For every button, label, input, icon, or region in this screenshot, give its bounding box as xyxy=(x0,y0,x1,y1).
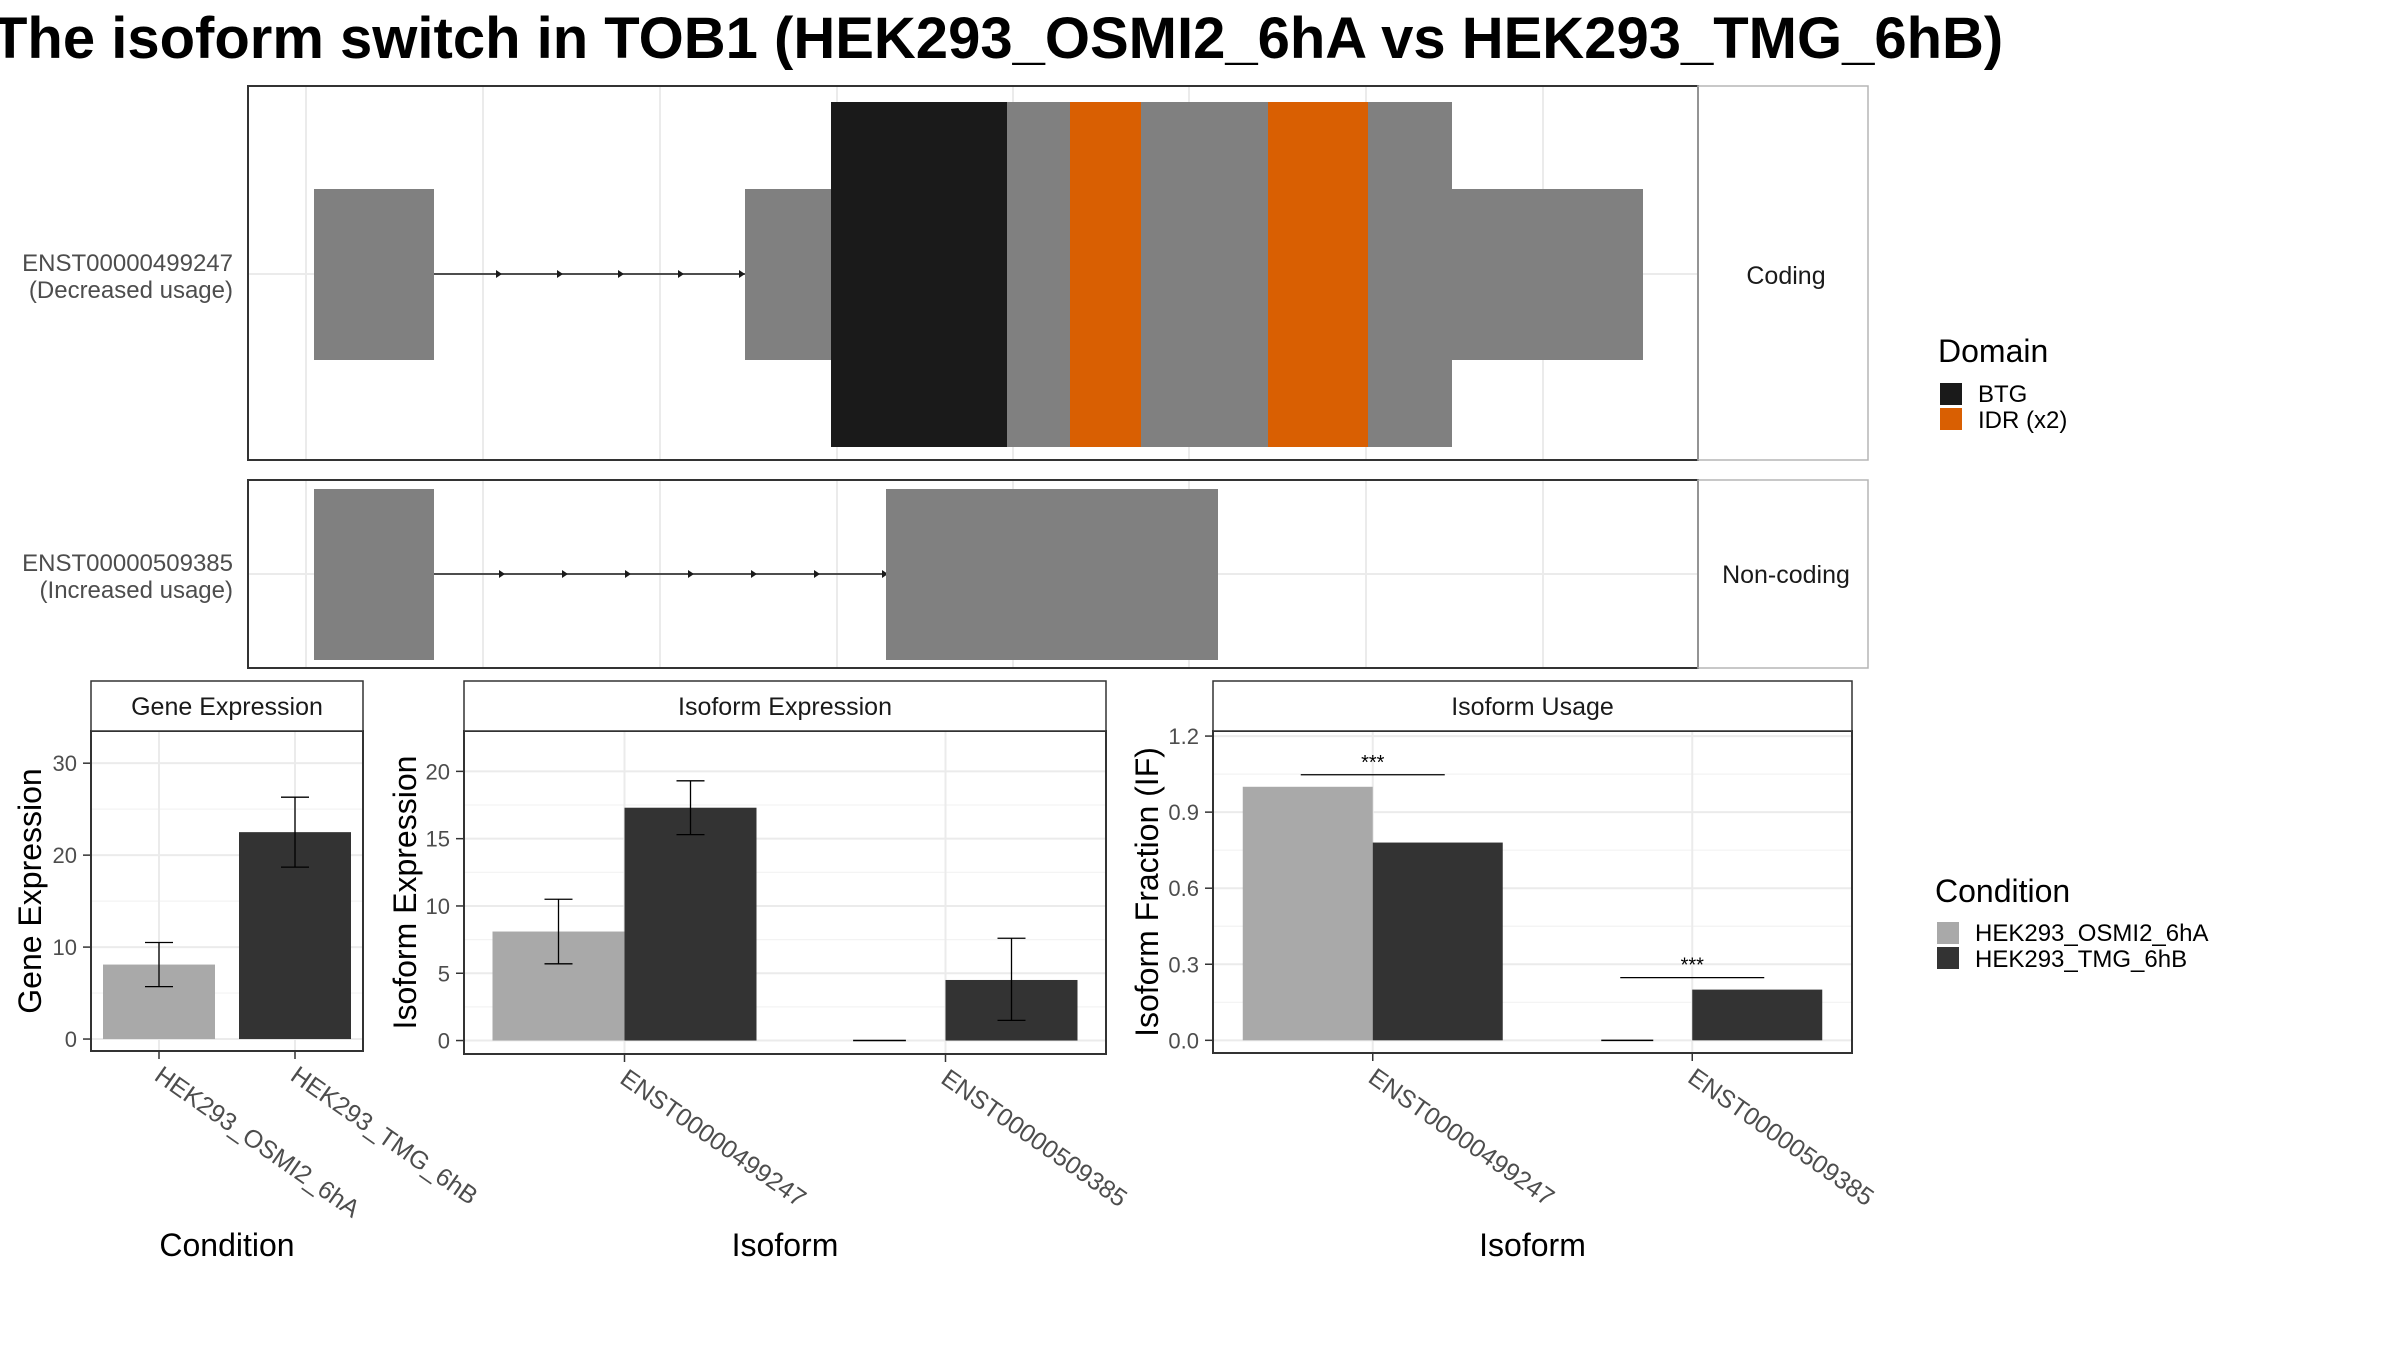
bar xyxy=(624,807,757,1041)
transcript-usage-1: (Decreased usage) xyxy=(29,277,233,304)
legend-swatch-cond-a xyxy=(1937,922,1959,944)
y-axis-title: Gene Expression xyxy=(12,768,48,1013)
intron-line-1 xyxy=(432,270,745,278)
panel-title: Isoform Usage xyxy=(1451,693,1614,721)
y-tick-label: 0.6 xyxy=(1168,876,1199,901)
domain-legend-title: Domain xyxy=(1938,333,2048,369)
bar-chart-3: *** *** Isoform Usage 0.0 0.3 0.6 0.9 1.2 ENST00… xyxy=(1129,680,1879,1263)
y-tick-label: 10 xyxy=(53,935,77,960)
condition-legend-title: Condition xyxy=(1935,873,2070,909)
y-tick-label: 0.0 xyxy=(1168,1028,1199,1053)
transcript-usage-2: (Increased usage) xyxy=(40,577,233,604)
y-axis-title: Isoform Fraction (IF) xyxy=(1129,747,1165,1037)
strip-label-coding: Coding xyxy=(1746,262,1825,290)
legend-swatch-cond-b xyxy=(1937,947,1959,969)
bar xyxy=(1242,786,1373,1041)
y-tick-label: 1.2 xyxy=(1168,724,1199,749)
exon-utr-3 xyxy=(1452,189,1643,360)
exon-2a xyxy=(314,489,434,660)
transcript-id-1: ENST00000499247 xyxy=(22,250,233,277)
x-tick-label: ENST00000499247 xyxy=(615,1064,811,1213)
x-axis-title: Isoform xyxy=(1479,1227,1586,1263)
y-tick-label: 0.9 xyxy=(1168,800,1199,825)
x-tick-label: ENST00000509385 xyxy=(1683,1063,1879,1212)
legend-label-idr: IDR (x2) xyxy=(1978,407,2067,434)
bar xyxy=(1372,842,1503,1041)
y-tick-label: 30 xyxy=(53,751,77,776)
y-tick-label: 0.3 xyxy=(1168,952,1199,977)
significance-label: *** xyxy=(1361,752,1385,774)
x-axis-title: Condition xyxy=(159,1227,294,1263)
y-tick-label: 0 xyxy=(65,1027,77,1052)
bar-chart-2: Isoform Expression 0 5 10 15 20 ENST0000049924… xyxy=(387,680,1132,1263)
domain-btg xyxy=(831,102,1007,447)
transcript-structure-panels: Coding ENST00000499247 (Decreased usage) xyxy=(22,85,1869,669)
panel-strip xyxy=(463,680,1107,732)
legend-label-btg: BTG xyxy=(1978,381,2027,408)
exon-utr-5 xyxy=(745,189,831,360)
bar xyxy=(1692,989,1823,1041)
y-tick-label: 20 xyxy=(53,843,77,868)
y-tick-label: 10 xyxy=(426,894,450,919)
legend-swatch-idr xyxy=(1940,408,1962,430)
panel-strip xyxy=(1212,680,1853,732)
significance-label: *** xyxy=(1681,955,1705,977)
panel-strip xyxy=(90,680,364,732)
x-axis-title: Isoform xyxy=(732,1227,839,1263)
domain-idr-1 xyxy=(1070,102,1141,447)
exon-1 xyxy=(314,189,434,360)
domain-legend: Domain BTG IDR (x2) xyxy=(1938,333,2067,434)
intron-line-2 xyxy=(432,570,888,578)
bar-chart-panels: Gene Expression0102030HEK293_OSMI2_6hAHE… xyxy=(12,680,1879,1263)
exon-2b xyxy=(886,489,1218,660)
y-tick-label: 5 xyxy=(438,961,450,986)
x-tick-label: ENST00000499247 xyxy=(1363,1063,1559,1212)
transcript-panel-2: Non-coding ENST00000509385 (Increased us… xyxy=(22,479,1869,669)
y-tick-label: 20 xyxy=(426,759,450,784)
y-tick-label: 15 xyxy=(426,827,450,852)
condition-legend: Condition HEK293_OSMI2_6hA HEK293_TMG_6h… xyxy=(1935,873,2208,973)
panel-title: Gene Expression xyxy=(131,693,323,721)
transcript-id-2: ENST00000509385 xyxy=(22,550,233,577)
y-axis-title: Isoform Expression xyxy=(387,756,423,1030)
figure-title: The isoform switch in TOB1 (HEK293_OSMI2… xyxy=(0,6,2003,71)
legend-label-cond-b: HEK293_TMG_6hB xyxy=(1975,946,2187,973)
y-tick-label: 0 xyxy=(438,1029,450,1054)
domain-idr-2 xyxy=(1268,102,1368,447)
x-tick-label: ENST00000509385 xyxy=(936,1064,1132,1213)
legend-swatch-btg xyxy=(1940,383,1962,405)
legend-label-cond-a: HEK293_OSMI2_6hA xyxy=(1975,920,2208,947)
panel-title: Isoform Expression xyxy=(678,693,892,721)
strip-label-noncoding: Non-coding xyxy=(1722,561,1850,589)
transcript-panel-1: Coding ENST00000499247 (Decreased usage) xyxy=(22,85,1869,461)
